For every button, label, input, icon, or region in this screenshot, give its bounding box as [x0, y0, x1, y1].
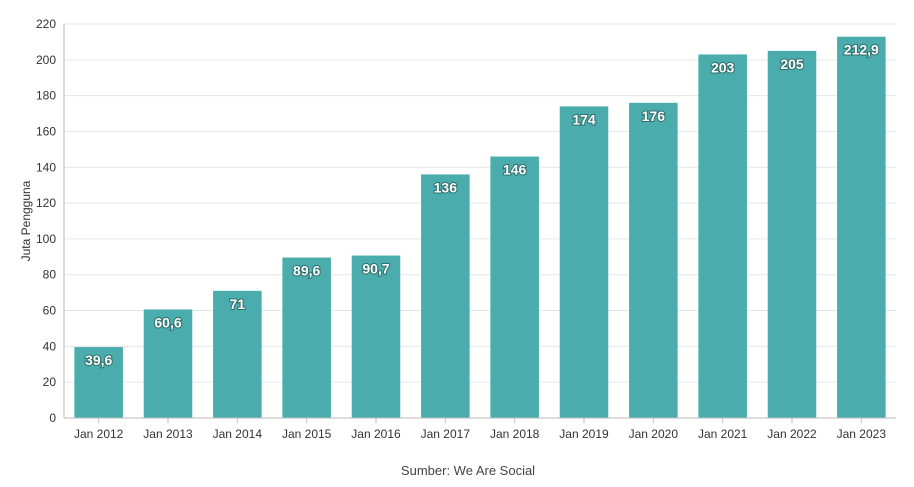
bar-value-label: 136: [434, 179, 458, 195]
x-tick-label: Jan 2023: [837, 427, 887, 441]
y-axis: 0 20 40 60 80 100 120 140 160 180 200 220: [36, 17, 65, 425]
x-tick-label: Jan 2015: [282, 427, 332, 441]
bar-value-label: 39,6: [85, 352, 112, 368]
bar: [213, 290, 262, 418]
x-tick-label: Jan 2020: [629, 427, 679, 441]
bar-value-label: 71: [230, 296, 246, 312]
y-tick-label: 20: [43, 375, 57, 389]
bar-value-label: 174: [572, 111, 596, 127]
bar: [837, 36, 886, 418]
bar: [490, 156, 539, 418]
x-tick-label: Jan 2021: [698, 427, 748, 441]
bar: [351, 255, 401, 418]
y-tick-label: 220: [36, 17, 56, 31]
y-tick-label: 40: [43, 339, 57, 353]
y-tick-label: 100: [36, 232, 56, 246]
bar-value-label: 89,6: [293, 263, 320, 279]
bar-value-label: 90,7: [362, 261, 389, 277]
y-tick-label: 140: [36, 160, 56, 174]
x-axis: Jan 2012 Jan 2013 Jan 2014 Jan 2015 Jan 2016…: [64, 417, 896, 441]
bar-value-label: 205: [780, 56, 804, 72]
bar: [767, 50, 817, 418]
x-tick-label: Jan 2016: [351, 427, 401, 441]
x-tick-label: Jan 2018: [490, 427, 540, 441]
y-tick-label: 60: [43, 304, 57, 318]
y-tick-label: 0: [49, 411, 56, 425]
bar: [143, 309, 193, 418]
bars: 39,6 60,6 71 89,6 90,7 136 146 174 176 203 205 212,…: [74, 36, 886, 419]
x-tick-label: Jan 2019: [559, 427, 609, 441]
bar: [559, 106, 609, 418]
source-note: Sumber: We Are Social: [401, 463, 535, 478]
bar-value-label: 203: [711, 59, 735, 75]
y-tick-label: 180: [36, 89, 56, 103]
x-tick-label: Jan 2022: [767, 427, 817, 441]
y-tick-label: 120: [36, 196, 56, 210]
bar: [698, 54, 747, 418]
y-tick-label: 200: [36, 53, 56, 67]
bar: [282, 257, 331, 418]
y-axis-title: Juta Pengguna: [19, 180, 33, 261]
y-tick-label: 160: [36, 124, 56, 138]
bar: [421, 174, 470, 418]
bar: [74, 347, 123, 418]
bar-value-label: 146: [503, 162, 527, 178]
bar-value-label: 176: [642, 108, 666, 124]
x-tick-label: Jan 2017: [421, 427, 471, 441]
bar-value-label: 60,6: [154, 314, 181, 330]
x-tick-label: Jan 2013: [143, 427, 193, 441]
bar-value-label: 212,9: [844, 42, 879, 58]
x-tick-label: Jan 2012: [74, 427, 124, 441]
gridlines: [64, 23, 896, 383]
x-tick-label: Jan 2014: [213, 427, 263, 441]
y-tick-label: 80: [43, 268, 57, 282]
bar: [629, 102, 678, 419]
